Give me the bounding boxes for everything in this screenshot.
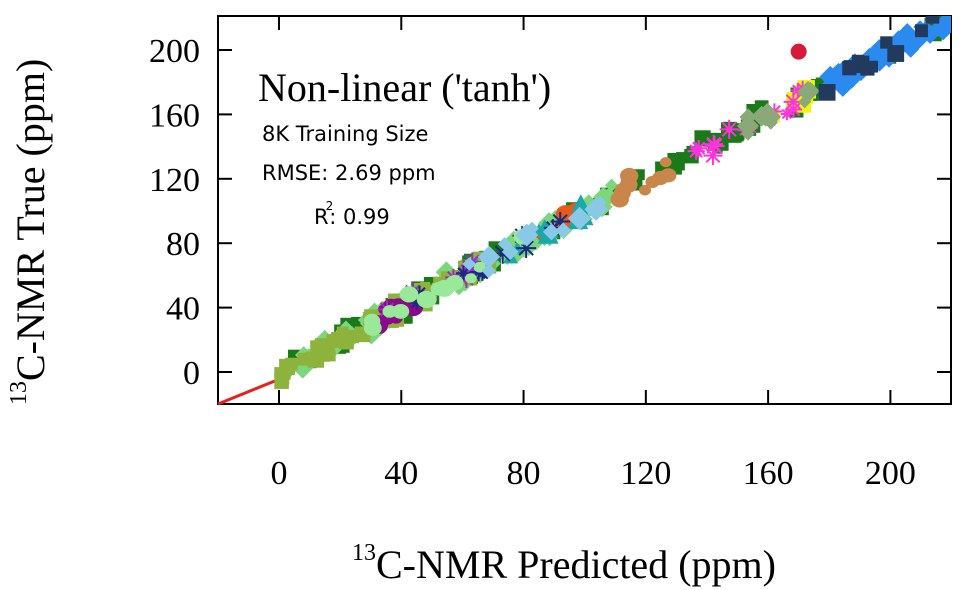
data-point <box>314 338 327 350</box>
data-point <box>633 169 645 181</box>
outlier-point <box>790 43 807 60</box>
data-point <box>392 303 410 319</box>
x-tick-label: 40 <box>384 455 418 492</box>
data-point <box>516 238 537 259</box>
data-point <box>818 85 830 97</box>
data-point <box>555 222 572 239</box>
data-point <box>932 18 951 41</box>
x-tick-label: 200 <box>865 455 916 492</box>
data-point <box>925 16 940 24</box>
data-point <box>279 358 296 375</box>
data-point <box>515 223 539 247</box>
data-point <box>312 344 330 362</box>
data-point <box>481 263 497 279</box>
y-tick-label: 200 <box>149 33 200 70</box>
data-point <box>652 170 669 186</box>
data-point <box>339 334 354 350</box>
data-point <box>719 119 739 140</box>
data-point <box>477 245 501 269</box>
data-point <box>497 237 512 251</box>
data-point <box>783 92 804 112</box>
data-point <box>887 45 905 62</box>
data-point <box>866 60 878 73</box>
reference-line <box>217 375 286 406</box>
data-point <box>501 243 519 261</box>
rmse-label: RMSE: 2.69 ppm <box>262 161 436 185</box>
data-point <box>336 326 349 339</box>
data-point <box>690 139 708 157</box>
y-tick-label: 80 <box>166 226 200 263</box>
data-point <box>619 177 638 193</box>
data-point <box>790 83 806 98</box>
x-tick-labels: 0 40 80 120 160 200 <box>271 455 916 492</box>
data-point <box>433 276 444 287</box>
data-point <box>474 265 490 281</box>
data-point <box>542 223 560 241</box>
chart-title: Non-linear ('tanh') <box>258 65 551 110</box>
y-tick-label: 40 <box>166 291 200 328</box>
data-point <box>915 24 928 38</box>
data-point <box>455 265 471 281</box>
data-point <box>904 30 927 53</box>
data-point <box>703 146 723 166</box>
data-point <box>567 206 592 231</box>
x-axis-title: 13C-NMR Predicted (ppm) <box>352 540 776 587</box>
data-point <box>462 257 476 271</box>
data-point <box>736 114 760 138</box>
data-point <box>704 135 725 157</box>
training-size-label: 8K Training Size <box>262 122 428 146</box>
data-point <box>659 157 672 168</box>
data-point <box>898 23 917 41</box>
data-point <box>297 352 311 366</box>
data-point <box>599 187 618 206</box>
y-tick-labels: 0 40 80 120 160 200 <box>149 33 200 392</box>
data-point <box>492 243 514 264</box>
data-point <box>277 373 290 385</box>
data-point <box>865 43 885 63</box>
data-point <box>757 109 775 127</box>
data-point <box>796 80 819 103</box>
data-point <box>780 107 794 121</box>
data-point <box>464 273 477 284</box>
data-point <box>449 277 463 289</box>
data-point <box>409 295 425 310</box>
data-point <box>363 313 381 329</box>
data-points <box>273 16 951 389</box>
y-axis-title: 13C-NMR True (ppm) <box>6 59 53 405</box>
data-point <box>550 211 570 232</box>
data-point <box>605 178 619 192</box>
data-point <box>382 305 398 318</box>
x-tick-label: 0 <box>271 455 288 492</box>
data-point <box>584 197 608 221</box>
x-tick-label: 120 <box>620 455 671 492</box>
y-tick-label: 160 <box>149 97 200 134</box>
data-point <box>676 152 687 163</box>
y-tick-label: 0 <box>183 355 200 392</box>
data-point <box>525 221 539 236</box>
data-point <box>819 65 842 88</box>
x-tick-label: 80 <box>507 455 541 492</box>
data-point <box>638 184 652 196</box>
data-point <box>434 280 455 297</box>
data-point <box>842 61 857 76</box>
x-tick-label: 160 <box>743 455 794 492</box>
data-point <box>416 290 437 309</box>
data-point <box>399 286 419 303</box>
r2-label: R2: 0.99 <box>314 199 390 229</box>
y-tick-label: 120 <box>149 162 200 199</box>
axis-ticks <box>218 16 951 404</box>
data-point <box>412 285 428 301</box>
